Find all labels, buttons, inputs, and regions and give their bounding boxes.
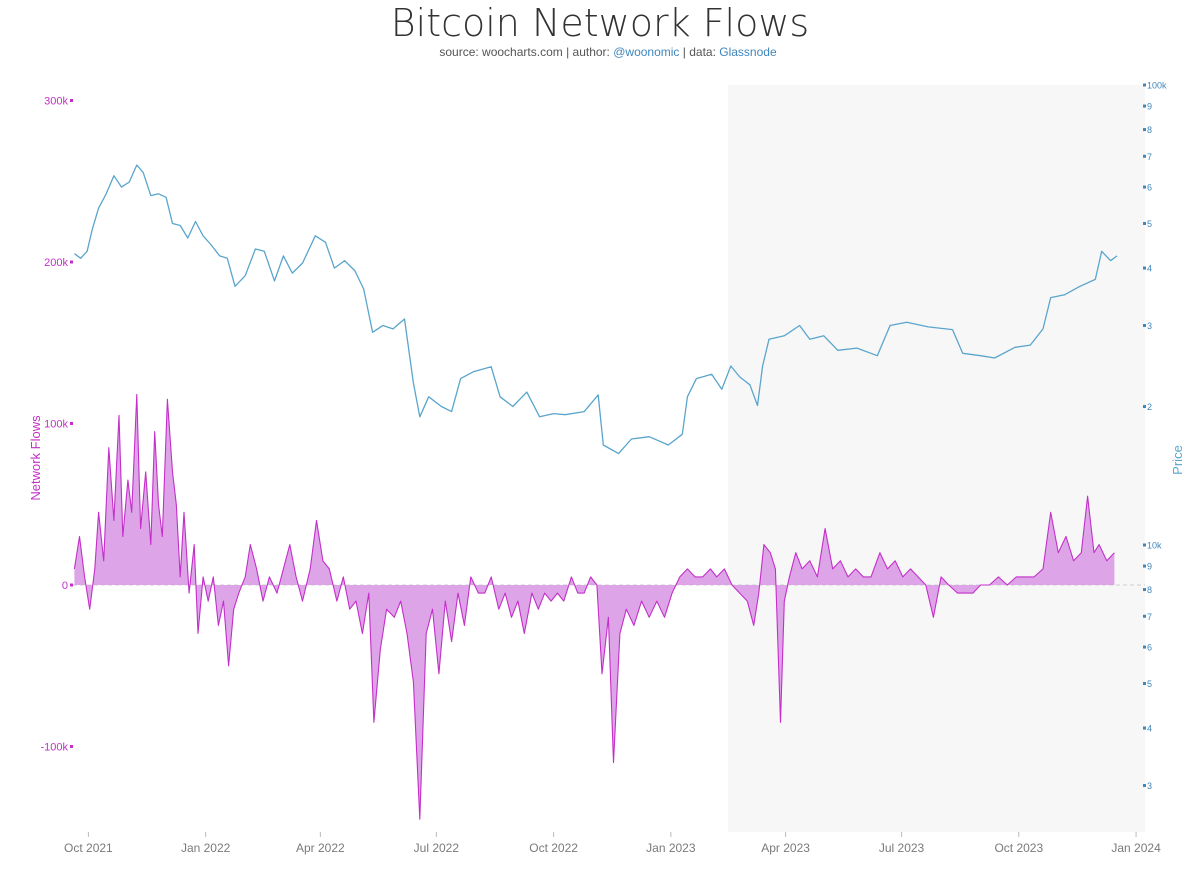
right-tick-mark: [1143, 104, 1146, 108]
right-tick-label: 8: [1147, 125, 1152, 135]
left-tick-mark: [70, 583, 73, 587]
left-axis: 300k 200k 100k 0 -100k: [40, 96, 73, 754]
right-tick-mark: [1143, 221, 1146, 225]
right-tick-label: 10k: [1147, 541, 1162, 551]
network-flows-area-group: [73, 393, 1115, 820]
shaded-region: [728, 85, 1145, 832]
right-tick-label: 4: [1147, 264, 1152, 274]
right-tick-label: 9: [1147, 102, 1152, 112]
right-tick-mark: [1143, 681, 1146, 685]
right-tick-label: 7: [1147, 612, 1152, 622]
x-tick-label: Apr 2023: [761, 841, 810, 855]
right-tick-label: 2: [1147, 402, 1152, 412]
price-line-group: [74, 164, 1118, 455]
right-tick-label: 9: [1147, 562, 1152, 572]
right-tick-label: 6: [1147, 643, 1152, 653]
left-tick-label: 300k: [44, 96, 68, 108]
right-tick-mark: [1143, 324, 1146, 328]
x-tick-label: Oct 2021: [64, 841, 113, 855]
data-source-link[interactable]: Glassnode: [719, 45, 777, 59]
right-tick-mark: [1143, 784, 1146, 788]
x-tick-label: Apr 2022: [296, 841, 345, 855]
x-tick-label: Oct 2023: [994, 841, 1043, 855]
right-axis-title: Price: [1170, 445, 1185, 475]
left-tick-mark: [70, 99, 73, 102]
subtitle-data-prefix: | data:: [679, 45, 719, 59]
network-flows-line: [73, 393, 1115, 820]
subtitle-source: source: woocharts.com | author:: [439, 45, 613, 59]
right-tick-label: 5: [1147, 679, 1152, 689]
right-tick-mark: [1143, 266, 1146, 270]
right-tick-mark: [1143, 154, 1146, 158]
right-tick-label: 3: [1147, 781, 1152, 791]
right-tick-label: 8: [1147, 585, 1152, 595]
right-tick-mark: [1143, 645, 1146, 649]
chart-subtitle: source: woocharts.com | author: @woonomi…: [439, 45, 777, 59]
right-tick-mark: [1143, 83, 1146, 87]
x-tick-label: Oct 2022: [529, 841, 578, 855]
right-tick-mark: [1143, 128, 1146, 132]
right-tick-label: 6: [1147, 183, 1152, 193]
left-tick-label: 200k: [44, 257, 68, 269]
x-tick-label: Jul 2022: [414, 841, 460, 855]
x-tick-label: Jul 2023: [879, 841, 925, 855]
right-tick-mark: [1143, 543, 1146, 547]
x-axis: Oct 2021 Jan 2022 Apr 2022 Jul 2022 Oct 2022…: [64, 832, 1161, 855]
right-tick-label: 7: [1147, 152, 1152, 162]
right-tick-label: 4: [1147, 724, 1152, 734]
x-tick-label: Jan 2022: [181, 841, 231, 855]
right-tick-mark: [1143, 405, 1146, 409]
right-tick-mark: [1143, 588, 1146, 592]
left-tick-label: 0: [62, 580, 68, 592]
left-tick-mark: [70, 745, 73, 748]
left-axis-title: Network Flows: [28, 415, 43, 501]
x-tick-label: Jan 2024: [1111, 841, 1161, 855]
author-link[interactable]: @woonomic: [613, 45, 679, 59]
right-tick-mark: [1143, 564, 1146, 568]
right-tick-label: 5: [1147, 219, 1152, 229]
left-tick-label: -100k: [40, 742, 68, 754]
x-tick-label: Jan 2023: [646, 841, 696, 855]
left-tick-mark: [70, 422, 73, 425]
right-axis: 3 4 5 6 7 8 9 10k 2 3 4 5 6 7 8 9 100k: [1143, 81, 1167, 791]
right-tick-mark: [1143, 614, 1146, 618]
right-tick-label: 100k: [1147, 81, 1167, 91]
right-tick-label: 3: [1147, 321, 1152, 331]
left-tick-mark: [70, 260, 73, 264]
chart-title: Bitcoin Network Flows: [391, 1, 809, 45]
price-line: [74, 164, 1118, 455]
left-tick-label: 100k: [44, 419, 68, 431]
right-tick-mark: [1143, 185, 1146, 189]
right-tick-mark: [1143, 726, 1146, 730]
